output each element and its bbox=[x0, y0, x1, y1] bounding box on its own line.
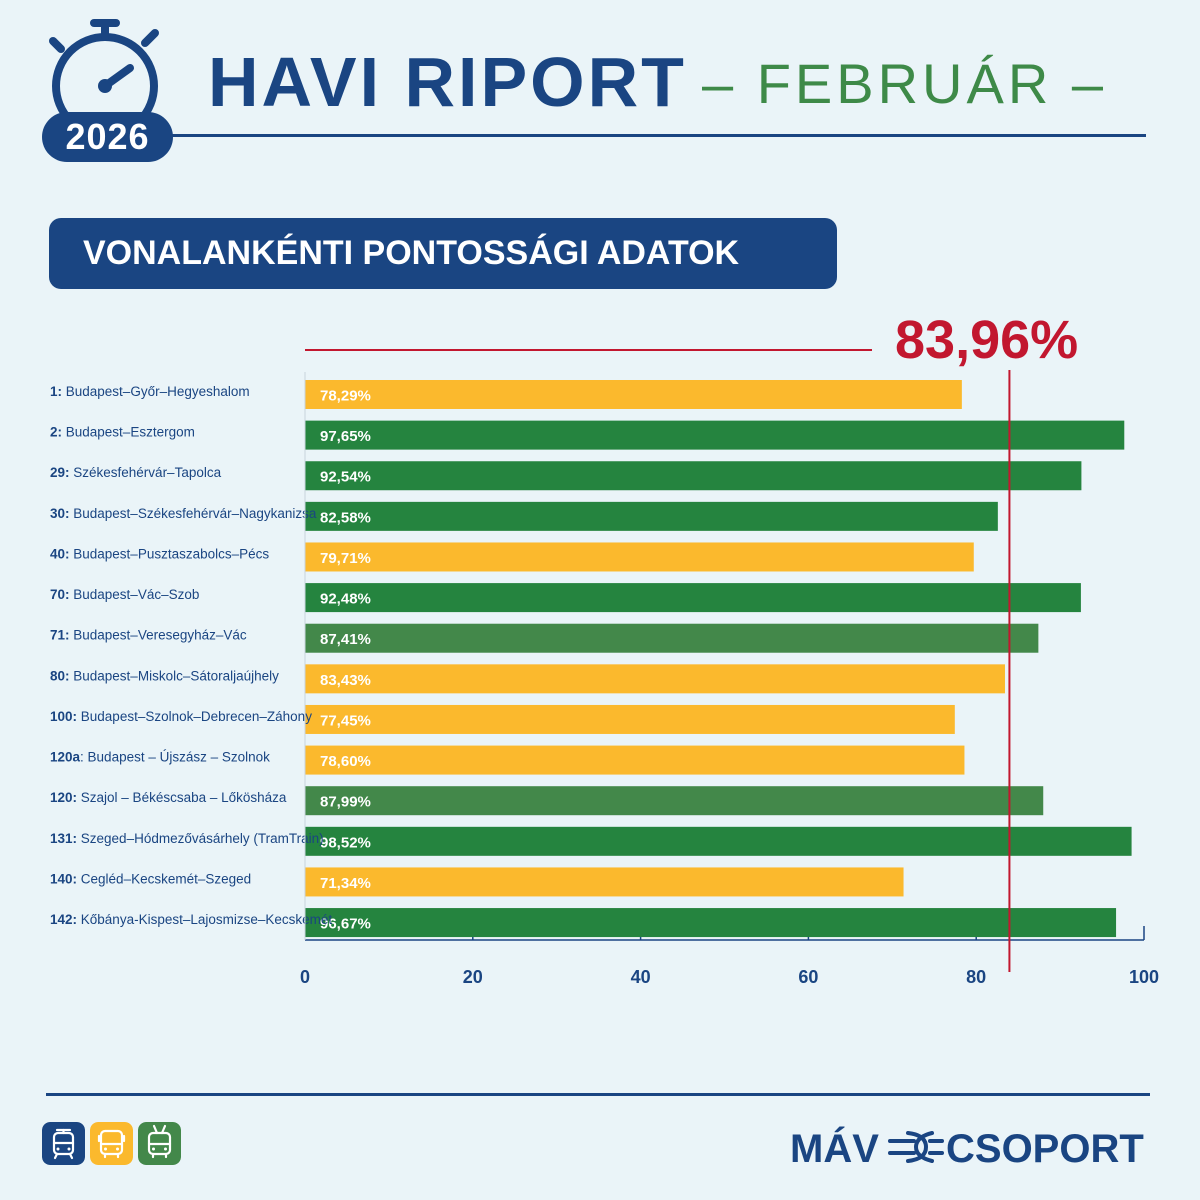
bar bbox=[305, 664, 1005, 694]
category-label: 2: Budapest–Esztergom bbox=[50, 425, 195, 440]
bar bbox=[305, 745, 965, 775]
brand-left-text: MÁV bbox=[790, 1126, 879, 1170]
category-label: 131: Szeged–Hódmezővásárhely (TramTrain) bbox=[50, 831, 324, 846]
bar bbox=[305, 826, 1132, 856]
bar-value-label: 78,29% bbox=[320, 388, 371, 405]
category-label: 30: Budapest–Székesfehérvár–Nagykanizsa bbox=[50, 506, 317, 521]
route-code: 80: bbox=[50, 668, 70, 683]
route-name: Cegléd–Kecskemét–Szeged bbox=[77, 871, 251, 886]
category-label: 70: Budapest–Vác–Szob bbox=[50, 587, 199, 602]
route-name: Budapest–Veresegyház–Vác bbox=[70, 628, 247, 643]
bar-value-label: 82,58% bbox=[320, 509, 371, 526]
route-code: 40: bbox=[50, 546, 70, 561]
bar-value-label: 98,52% bbox=[320, 834, 371, 851]
bar-value-label: 87,41% bbox=[320, 631, 371, 648]
x-tick-label: 40 bbox=[631, 967, 651, 987]
bar-value-label: 77,45% bbox=[320, 712, 371, 729]
route-name: Budapest–Vác–Szob bbox=[70, 587, 200, 602]
punctuality-bar-chart: 78,29% 1: Budapest–Győr–Hegyeshalom 97,65%… bbox=[50, 310, 1159, 987]
bar bbox=[305, 704, 955, 734]
route-name: Budapest–Miskolc–Sátoraljaújhely bbox=[70, 668, 280, 683]
route-code: 120: bbox=[50, 790, 77, 805]
category-label: 71: Budapest–Veresegyház–Vác bbox=[50, 628, 247, 643]
category-label: 100: Budapest–Szolnok–Debrecen–Záhony bbox=[50, 709, 312, 724]
route-code: 142: bbox=[50, 912, 77, 927]
route-code: 30: bbox=[50, 506, 70, 521]
x-tick-label: 80 bbox=[966, 967, 986, 987]
page-subtitle: – FEBRUÁR – bbox=[702, 52, 1107, 115]
route-code: 29: bbox=[50, 465, 70, 480]
bar-value-label: 97,65% bbox=[320, 428, 371, 445]
bar-value-label: 83,43% bbox=[320, 672, 371, 689]
route-name: Budapest–Esztergom bbox=[62, 425, 195, 440]
bar bbox=[305, 542, 974, 572]
mav-csoport-logo: MÁV CSOPORT bbox=[790, 1126, 1144, 1170]
route-code: 71: bbox=[50, 628, 70, 643]
x-tick-label: 0 bbox=[300, 967, 310, 987]
category-label: 120: Szajol – Békéscsaba – Lőkösháza bbox=[50, 790, 287, 805]
route-name: Budapest–Székesfehérvár–Nagykanizsa bbox=[70, 506, 317, 521]
bar bbox=[305, 623, 1039, 653]
bar bbox=[305, 501, 998, 531]
route-code: 131: bbox=[50, 831, 77, 846]
bar-value-label: 92,48% bbox=[320, 591, 371, 608]
category-label: 1: Budapest–Győr–Hegyeshalom bbox=[50, 384, 250, 399]
footer-divider bbox=[46, 1093, 1150, 1096]
route-name: Székesfehérvár–Tapolca bbox=[70, 465, 222, 480]
category-label: 142: Kőbánya-Kispest–Lajosmizse–Kecskemé… bbox=[50, 912, 332, 927]
route-code: 2: bbox=[50, 425, 62, 440]
bar bbox=[305, 380, 962, 409]
bar bbox=[305, 908, 1117, 938]
bar bbox=[305, 786, 1044, 816]
bar bbox=[305, 583, 1081, 613]
header-divider bbox=[168, 134, 1146, 137]
bus-icon bbox=[90, 1122, 133, 1165]
route-name: Szajol – Békéscsaba – Lőkösháza bbox=[77, 790, 287, 805]
bar-value-label: 92,54% bbox=[320, 469, 371, 486]
brand-emblem bbox=[888, 1131, 944, 1163]
bar-value-label: 96,67% bbox=[320, 916, 371, 933]
route-code: 120a bbox=[50, 750, 81, 765]
route-name: Budapest–Győr–Hegyeshalom bbox=[62, 384, 250, 399]
tram-icon bbox=[42, 1122, 85, 1165]
bar-value-label: 87,99% bbox=[320, 794, 371, 811]
page-title: HAVI RIPORT bbox=[208, 43, 687, 121]
category-label: 120a: Budapest – Újszász – Szolnok bbox=[50, 750, 270, 765]
bar-value-label: 78,60% bbox=[320, 753, 371, 770]
route-name: Szeged–Hódmezővásárhely (TramTrain) bbox=[77, 831, 324, 846]
bar-value-label: 79,71% bbox=[320, 550, 371, 567]
category-label: 29: Székesfehérvár–Tapolca bbox=[50, 465, 222, 480]
x-tick-label: 60 bbox=[798, 967, 818, 987]
route-name: : Budapest – Újszász – Szolnok bbox=[80, 750, 270, 765]
route-code: 100: bbox=[50, 709, 77, 724]
bar bbox=[305, 420, 1125, 450]
route-code: 1: bbox=[50, 384, 62, 399]
x-tick-label: 100 bbox=[1129, 967, 1159, 987]
category-label: 80: Budapest–Miskolc–Sátoraljaújhely bbox=[50, 668, 279, 683]
average-value-label: 83,96% bbox=[895, 310, 1078, 370]
trolleybus-icon bbox=[138, 1122, 181, 1165]
category-label: 140: Cegléd–Kecskemét–Szeged bbox=[50, 871, 251, 886]
x-tick-label: 20 bbox=[463, 967, 483, 987]
bar bbox=[305, 867, 904, 897]
bar bbox=[305, 461, 1082, 491]
section-title: VONALANKÉNTI PONTOSSÁGI ADATOK bbox=[49, 218, 837, 289]
category-label: 40: Budapest–Pusztaszabolcs–Pécs bbox=[50, 546, 269, 561]
route-name: Kőbánya-Kispest–Lajosmizse–Kecskemét bbox=[77, 912, 332, 927]
brand-right-text: CSOPORT bbox=[946, 1127, 1144, 1170]
year-badge: 2026 bbox=[42, 112, 173, 162]
bar-value-label: 71,34% bbox=[320, 875, 371, 892]
route-name: Budapest–Szolnok–Debrecen–Záhony bbox=[77, 709, 312, 724]
route-code: 70: bbox=[50, 587, 70, 602]
route-code: 140: bbox=[50, 871, 77, 886]
route-name: Budapest–Pusztaszabolcs–Pécs bbox=[70, 546, 270, 561]
